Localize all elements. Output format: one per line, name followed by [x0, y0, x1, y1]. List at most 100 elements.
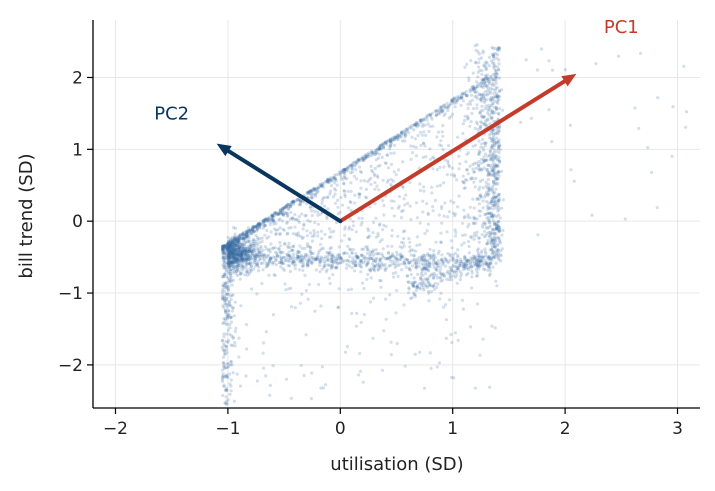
scatter-point: [232, 243, 236, 247]
scatter-point: [487, 233, 491, 237]
scatter-point: [263, 218, 267, 223]
scatter-point: [221, 249, 225, 253]
scatter-point: [228, 265, 232, 269]
scatter-point: [288, 245, 292, 249]
scatter-point: [310, 239, 315, 243]
scatter-point: [250, 250, 254, 254]
scatter-point: [421, 122, 425, 126]
scatter-point: [298, 202, 303, 206]
scatter-point: [245, 270, 249, 274]
scatter-point: [228, 249, 232, 253]
scatter-point: [319, 183, 323, 187]
scatter-point: [226, 257, 230, 261]
scatter-point: [477, 197, 481, 201]
scatter-point: [267, 259, 271, 263]
scatter-point: [389, 199, 393, 203]
scatter-point: [427, 129, 431, 134]
scatter-point: [385, 153, 389, 157]
scatter-point: [457, 194, 461, 198]
scatter-point: [309, 189, 313, 193]
scatter-point: [438, 165, 442, 169]
scatter-point: [310, 261, 314, 265]
scatter-point: [263, 224, 267, 228]
scatter-point: [290, 257, 294, 261]
scatter-point: [491, 207, 495, 211]
scatter-point: [233, 252, 237, 257]
scatter-point: [413, 280, 417, 284]
scatter-point: [331, 176, 335, 180]
scatter-point: [444, 336, 448, 340]
scatter-point: [250, 253, 254, 257]
scatter-point: [231, 251, 235, 255]
scatter-point: [428, 113, 432, 117]
scatter-point: [490, 188, 494, 192]
scatter-point: [351, 224, 355, 228]
scatter-point: [481, 263, 485, 267]
scatter-point: [232, 236, 236, 241]
scatter-point: [355, 255, 359, 260]
scatter-point: [266, 248, 270, 253]
scatter-point: [284, 204, 288, 208]
scatter-point: [240, 251, 244, 255]
scatter-point: [305, 242, 309, 246]
scatter-point: [230, 249, 234, 253]
scatter-point: [266, 216, 270, 220]
scatter-point: [237, 234, 241, 238]
scatter-point: [322, 182, 326, 186]
scatter-point: [371, 336, 375, 340]
scatter-point: [256, 265, 261, 269]
scatter-point: [458, 278, 462, 282]
scatter-point: [229, 304, 233, 308]
scatter-point: [225, 332, 229, 336]
scatter-point: [226, 242, 230, 246]
scatter-point: [375, 257, 379, 261]
scatter-point: [253, 253, 257, 257]
scatter-point: [233, 341, 237, 345]
scatter-point: [358, 165, 362, 169]
scatter-point: [282, 268, 286, 272]
scatter-point: [221, 293, 225, 297]
scatter-point: [418, 258, 422, 263]
scatter-point: [391, 271, 395, 275]
scatter-point: [343, 193, 347, 197]
scatter-point: [340, 203, 345, 207]
scatter-point: [478, 214, 482, 218]
scatter-point: [262, 218, 266, 222]
scatter-point: [468, 88, 472, 92]
scatter-point: [250, 232, 254, 236]
scatter-point: [413, 137, 417, 141]
scatter-point: [226, 247, 230, 251]
scatter-point: [228, 243, 232, 247]
scatter-point: [238, 246, 242, 250]
scatter-point: [253, 225, 257, 229]
scatter-point: [437, 361, 441, 365]
scatter-point: [304, 252, 308, 256]
scatter-point: [439, 291, 443, 295]
scatter-point: [319, 184, 323, 188]
scatter-point: [348, 163, 352, 167]
scatter-point: [227, 239, 231, 243]
scatter-point: [418, 188, 423, 193]
scatter-point: [388, 144, 392, 148]
scatter-point: [228, 322, 232, 326]
scatter-point: [420, 270, 424, 274]
scatter-point: [446, 252, 450, 256]
scatter-point: [339, 195, 343, 200]
scatter-point: [272, 273, 276, 277]
scatter-point: [221, 244, 225, 248]
scatter-point: [261, 219, 265, 223]
scatter-point: [480, 258, 484, 263]
scatter-point: [369, 252, 373, 257]
scatter-point: [442, 104, 446, 108]
scatter-point: [383, 141, 388, 145]
scatter-point: [228, 241, 233, 245]
scatter-point: [309, 250, 313, 254]
scatter-point: [359, 270, 363, 274]
scatter-point: [379, 147, 383, 151]
scatter-point: [384, 141, 388, 145]
scatter-point: [338, 261, 342, 265]
scatter-point: [494, 177, 498, 181]
scatter-point: [231, 238, 235, 242]
scatter-point: [486, 92, 490, 96]
scatter-point: [239, 233, 243, 237]
